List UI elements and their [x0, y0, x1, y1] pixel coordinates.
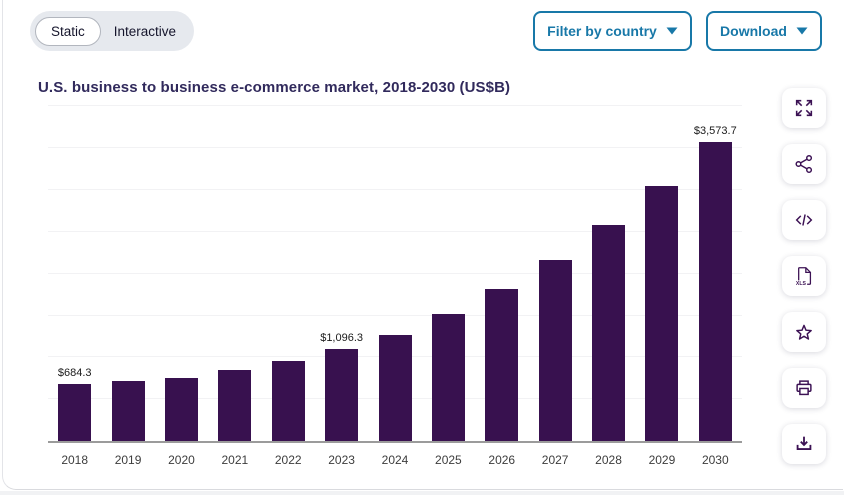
bottom-strip [0, 491, 844, 495]
bar [378, 334, 412, 441]
gridline [48, 105, 742, 107]
download-image-button[interactable] [782, 424, 826, 464]
svg-text:XLS: XLS [796, 281, 807, 287]
code-icon [795, 214, 813, 226]
xls-file-icon: XLS [795, 267, 812, 287]
share-icon [795, 155, 813, 173]
bar [538, 260, 572, 441]
star-icon [796, 324, 812, 340]
gridline [48, 272, 742, 274]
toggle-static[interactable]: Static [35, 16, 101, 46]
x-tick-label: 2023 [328, 453, 355, 467]
x-tick-label: 2021 [221, 453, 249, 467]
print-button[interactable] [782, 368, 826, 408]
filter-by-country-button[interactable]: Filter by country [533, 11, 692, 51]
bar-value-label: $684.3 [57, 366, 92, 379]
download-icon [796, 436, 812, 450]
bar [164, 377, 198, 441]
x-tick-label: 2025 [435, 453, 462, 467]
gridline [48, 314, 742, 316]
x-tick-label: 2024 [381, 453, 409, 467]
bar [325, 349, 359, 441]
x-tick-label: 2026 [488, 453, 516, 467]
gridline [48, 230, 742, 232]
x-tick-label: 2028 [595, 453, 622, 467]
bar [271, 360, 305, 441]
bar [485, 289, 519, 441]
favorite-button[interactable] [782, 312, 826, 352]
bar [592, 225, 626, 441]
x-tick-label: 2019 [114, 453, 142, 467]
chevron-down-icon [666, 27, 678, 35]
download-xls-button[interactable]: XLS [782, 256, 826, 296]
x-tick-label: 2027 [541, 453, 569, 467]
download-button[interactable]: Download [706, 11, 822, 51]
bar [645, 186, 679, 441]
bar [698, 142, 732, 441]
fullscreen-button[interactable] [782, 88, 826, 128]
expand-icon [795, 99, 813, 117]
share-button[interactable] [782, 144, 826, 184]
gridline [48, 147, 742, 149]
x-tick-label: 2018 [61, 453, 89, 467]
chevron-down-icon [796, 27, 808, 35]
view-mode-toggle: Static Interactive [30, 11, 195, 51]
gridline [48, 189, 742, 191]
embed-code-button[interactable] [782, 200, 826, 240]
x-tick-label: 2020 [168, 453, 195, 467]
bar-value-label: $1,096.3 [320, 332, 364, 345]
filter-by-country-label: Filter by country [547, 23, 657, 39]
x-tick-label: 2022 [274, 453, 302, 467]
x-axis: 2018 2019 2020 2021 2022 2023 2024 2025 2026 2027… [48, 453, 742, 469]
printer-icon [796, 380, 812, 396]
bar-value-label: $3,573.7 [693, 125, 737, 138]
download-label: Download [720, 23, 787, 39]
bar [58, 383, 92, 441]
x-tick-label: 2030 [701, 453, 729, 467]
toggle-interactive[interactable]: Interactive [113, 23, 177, 39]
chart-tool-rail: XLS [782, 88, 826, 464]
bar [111, 381, 145, 441]
chart-title: U.S. business to business e-commerce mar… [38, 79, 511, 96]
bar [431, 314, 465, 441]
bar [218, 370, 252, 441]
x-tick-label: 2029 [648, 453, 676, 467]
plot-area: $684.3 $1,096.3 $3,573.7 [48, 105, 742, 443]
